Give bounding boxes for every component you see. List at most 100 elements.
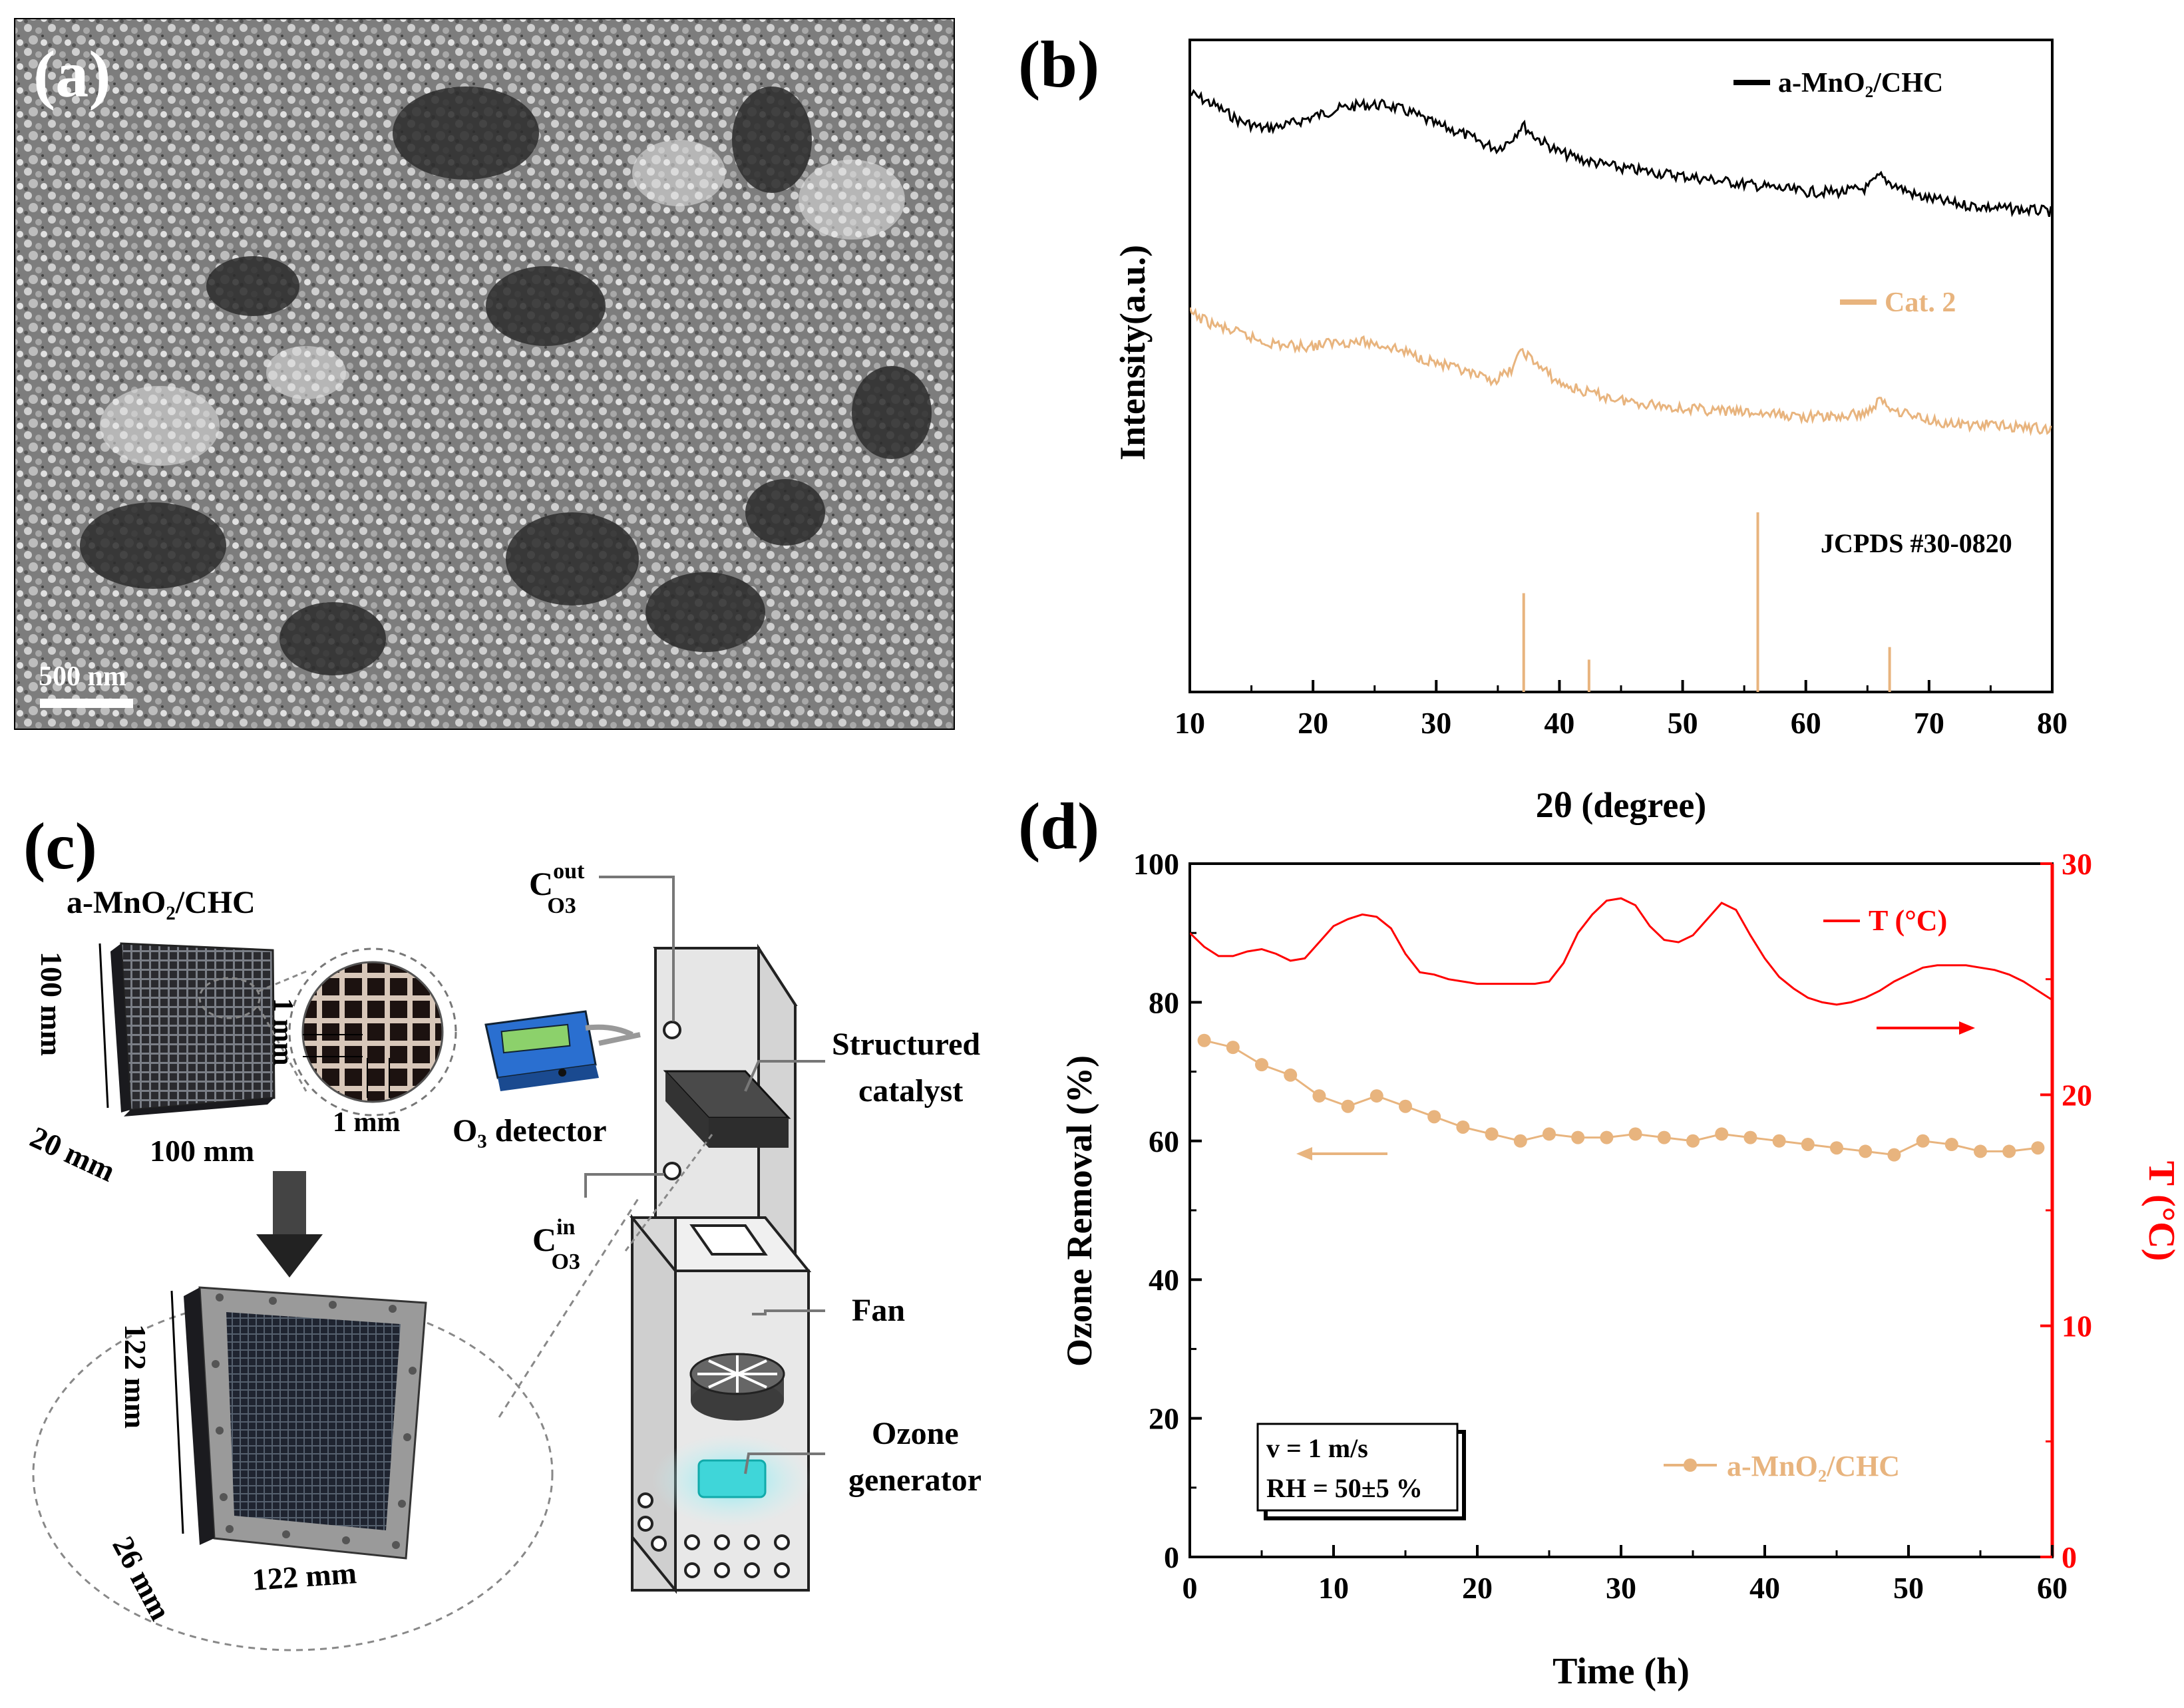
ozone-removal-point — [1801, 1138, 1815, 1152]
ozone-removal-point — [1513, 1134, 1527, 1148]
b-xtick-label: 60 — [1791, 706, 1821, 740]
big-width: 122 mm — [251, 1556, 357, 1597]
b-xtick-label: 30 — [1421, 706, 1451, 740]
panel-label-b: (b) — [1018, 27, 1099, 101]
structured-label-1: Structured — [832, 1027, 980, 1062]
o3-detector-icon — [484, 1010, 641, 1091]
ozone-removal-point — [1427, 1110, 1441, 1124]
fan-icon — [689, 1353, 785, 1421]
cell-size-2: 1 mm — [333, 1107, 400, 1138]
plot-b-frame — [1188, 39, 2054, 693]
ozone-removal-point — [1974, 1144, 1987, 1158]
material-label: a-MnO₂/CHC — [67, 885, 256, 920]
ozone-removal-point — [1715, 1127, 1729, 1141]
plot-b-data — [1190, 88, 2052, 692]
scale-bar-label: 500 nm — [39, 661, 126, 692]
ozone-removal-point — [1916, 1134, 1930, 1148]
fan-label: Fan — [852, 1293, 905, 1328]
d-ytick-label: 20 — [1149, 1402, 1179, 1436]
ozone-removal-point — [1312, 1089, 1326, 1103]
plot-d-y2label: T (°C) — [2141, 1161, 2182, 1261]
legend-d-ozone: a-MnO₂/CHC — [1727, 1450, 1900, 1482]
ozone-removal-point — [1571, 1130, 1585, 1144]
b-xtick-label: 80 — [2037, 706, 2068, 740]
ozone-removal-point — [1543, 1127, 1556, 1141]
d-ytick-label: 100 — [1133, 847, 1179, 881]
panel-c: (c) a-MnO₂/CHC 100 mm 20 mm 100 mm 1 mm … — [23, 809, 982, 1651]
b-xtick-label: 50 — [1668, 706, 1698, 740]
ozone-generator-block — [697, 1459, 767, 1498]
ozone-removal-point — [1399, 1099, 1412, 1113]
ozone-removal-point — [1772, 1134, 1786, 1148]
ozone-removal-point — [1830, 1141, 1843, 1155]
plot-d-xlabel: Time (h) — [1552, 1651, 1690, 1692]
d-y2tick-label: 10 — [2062, 1309, 2092, 1343]
d-ytick-label: 60 — [1149, 1124, 1179, 1158]
structured-label-2: catalyst — [858, 1073, 963, 1109]
big-height: 122 mm — [118, 1324, 152, 1429]
panel-label-a: (a) — [33, 37, 111, 111]
ozone-removal-point — [1944, 1138, 1958, 1152]
b-xtick-label: 70 — [1914, 706, 1944, 740]
ozone-removal-point — [1686, 1134, 1700, 1148]
ozone-removal-point — [1226, 1041, 1240, 1055]
ozone-removal-line — [1204, 1039, 2038, 1156]
ozone-removal-point — [2031, 1141, 2045, 1155]
b-xtick-label: 40 — [1544, 706, 1574, 740]
dim-depth: 20 mm — [25, 1120, 120, 1188]
legend-d-temp: T (°C) — [1869, 904, 1947, 937]
dim-line-height — [98, 943, 109, 1109]
ozone-removal-point — [1657, 1130, 1671, 1144]
d-ytick-label: 0 — [1164, 1540, 1179, 1574]
condition-velocity: v = 1 m/s — [1266, 1433, 1368, 1463]
panel-label-c: (c) — [23, 809, 97, 883]
ozone-removal-point — [1255, 1058, 1268, 1072]
conditions-box — [1256, 1423, 1459, 1512]
plot-d-ylabel: Ozone Removal (%) — [1059, 1055, 1099, 1367]
dim-height: 100 mm — [35, 951, 69, 1056]
d-xtick-label: 0 — [1183, 1571, 1198, 1605]
c-in-label: Cin O3 — [532, 1215, 580, 1274]
d-xtick-label: 50 — [1893, 1571, 1924, 1605]
ozone-removal-point — [2002, 1144, 2016, 1158]
ozone-removal-point — [1485, 1127, 1499, 1141]
ozone-removal-point — [1284, 1068, 1298, 1082]
ozone-removal-point — [1887, 1148, 1901, 1162]
legend-b-label-2: Cat. 2 — [1885, 287, 1956, 318]
big-depth: 26 mm — [106, 1531, 178, 1625]
d-y2tick-label: 0 — [2062, 1540, 2077, 1574]
panel-a: (a) 500 nm — [14, 18, 955, 730]
ozone-removal-point — [1743, 1130, 1757, 1144]
plot-b-xticks: 10 20 30 40 50 60 70 80 — [1175, 680, 2068, 740]
scale-bar — [40, 699, 133, 708]
catalyst-module — [184, 1286, 427, 1560]
temperature-line — [1190, 897, 2052, 1006]
down-arrow-icon — [256, 1171, 323, 1278]
d-ytick-label: 80 — [1149, 985, 1179, 1019]
d-xtick-label: 20 — [1462, 1571, 1493, 1605]
panel-b: (b) 10 20 30 40 50 60 70 80 Intensity(a.u.) 2θ … — [1018, 27, 2068, 825]
d-xtick-label: 60 — [2037, 1571, 2068, 1605]
c-out-label: Cout O3 — [529, 859, 585, 918]
d-y2tick-label: 30 — [2062, 847, 2092, 881]
ozone-removal-point — [1600, 1130, 1614, 1144]
ozone-removal-point — [1341, 1099, 1355, 1113]
xrd-series-1 — [1190, 88, 2052, 218]
plot-d-data — [1190, 897, 2052, 1162]
b-xtick-label: 10 — [1175, 706, 1205, 740]
ozone-removal-point — [1456, 1120, 1470, 1134]
d-xtick-label: 40 — [1749, 1571, 1780, 1605]
dim-width: 100 mm — [150, 1134, 254, 1168]
ozone-axis-arrow — [1296, 1147, 1387, 1160]
mesh-magnifier — [288, 947, 457, 1116]
b-xtick-label: 20 — [1298, 706, 1328, 740]
temp-axis-arrow — [1877, 1021, 1975, 1035]
reactor — [584, 876, 825, 1594]
d-y2tick-label: 20 — [2062, 1078, 2092, 1112]
ozone-removal-point — [1628, 1127, 1642, 1141]
d-xtick-label: 10 — [1318, 1571, 1349, 1605]
plot-b-xlabel: 2θ (degree) — [1536, 785, 1707, 825]
detector-label: O₃ detector — [453, 1113, 607, 1148]
